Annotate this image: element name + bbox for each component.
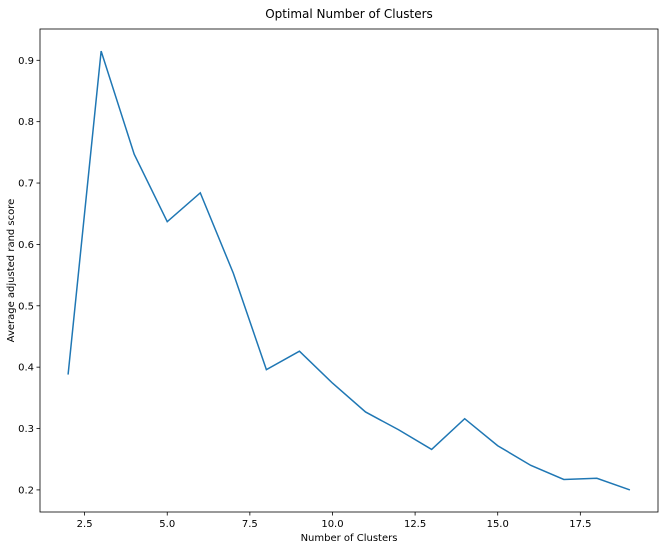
plot-frame	[39, 28, 659, 513]
y-axis-title: Average adjusted rand score	[6, 199, 17, 343]
x-tick-label: 2.5	[77, 519, 93, 530]
y-tick-label: 0.9	[18, 56, 34, 67]
chart-title: Optimal Number of Clusters	[265, 7, 433, 21]
y-tick-label: 0.3	[18, 424, 34, 435]
x-tick-label: 15.0	[487, 519, 509, 530]
y-tick-label: 0.7	[18, 179, 34, 190]
x-tick-label: 17.5	[569, 519, 591, 530]
series-line	[67, 50, 631, 491]
plot-area	[40, 29, 658, 512]
y-tick-label: 0.2	[18, 485, 34, 496]
x-axis-title: Number of Clusters	[301, 533, 398, 544]
x-tick-label: 12.5	[404, 519, 426, 530]
y-tick-label: 0.6	[18, 240, 34, 251]
x-tick-label: 5.0	[159, 519, 175, 530]
y-tick-label: 0.5	[18, 301, 34, 312]
y-tick-label: 0.8	[18, 117, 34, 128]
x-tick-label: 7.5	[242, 519, 258, 530]
tick-group: 2.5 5.0 7.5 10.0 12.5 15.0 17.5 0.2 0.3 0.4 0.5 0.6…	[18, 56, 591, 530]
y-tick-label: 0.4	[18, 363, 34, 374]
x-tick-label: 10.0	[321, 519, 343, 530]
